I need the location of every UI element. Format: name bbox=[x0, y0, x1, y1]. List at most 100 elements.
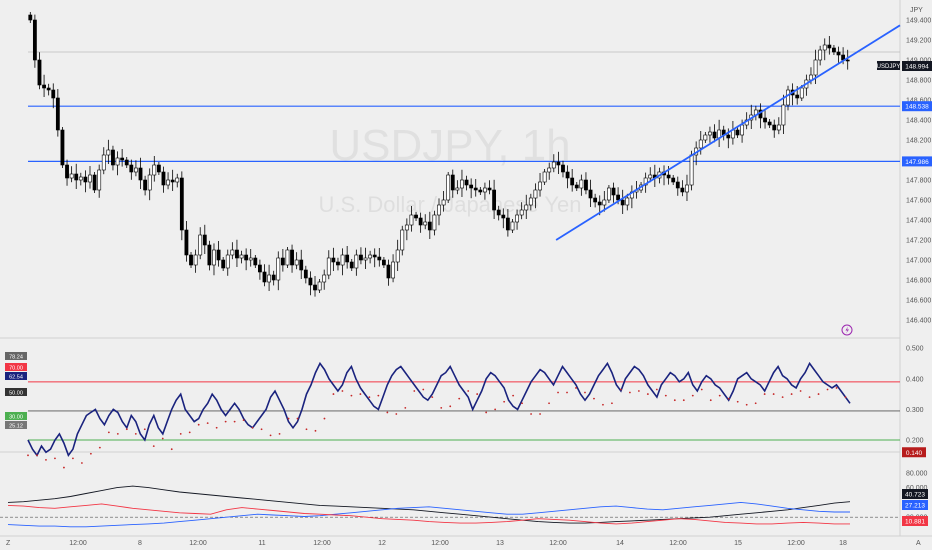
currency-label: JPY bbox=[910, 7, 923, 14]
candle-body bbox=[336, 261, 340, 266]
candle-body bbox=[538, 181, 542, 191]
price-tick-label: 146.400 bbox=[906, 318, 931, 325]
axes: 149.400149.200149.000148.800148.600148.4… bbox=[69, 18, 932, 547]
rsi-signal-dot bbox=[359, 393, 362, 395]
rsi-level-tag-text: 50.00 bbox=[9, 391, 23, 397]
candle-body bbox=[55, 97, 60, 131]
autoscale-button[interactable]: A bbox=[916, 540, 921, 547]
candle-body bbox=[616, 194, 621, 201]
rsi-signal-dot bbox=[440, 406, 443, 409]
time-tick-label: 8 bbox=[138, 540, 142, 547]
candle-body bbox=[432, 214, 437, 231]
candle-body bbox=[418, 217, 423, 226]
rsi-signal-dot bbox=[781, 396, 784, 399]
candle-body bbox=[303, 269, 308, 279]
candle-body bbox=[138, 167, 143, 181]
rsi-signal-dot bbox=[584, 391, 586, 394]
candle-body bbox=[547, 167, 552, 173]
candle-body bbox=[602, 199, 607, 206]
left-toolbar-label[interactable]: Z bbox=[6, 540, 11, 547]
candle-body bbox=[597, 201, 602, 206]
candle-body bbox=[345, 254, 350, 263]
lightning-icon[interactable] bbox=[841, 324, 853, 336]
candle-body bbox=[65, 164, 69, 179]
candle-body bbox=[124, 159, 129, 166]
price-tick-label: 149.200 bbox=[906, 38, 931, 45]
candle-body bbox=[97, 169, 102, 191]
rsi-signal-dot bbox=[727, 397, 730, 400]
rsi-level-tag bbox=[5, 421, 27, 429]
candle-body bbox=[813, 59, 818, 76]
candle-body bbox=[386, 264, 391, 279]
candle-body bbox=[363, 257, 368, 261]
rsi-signal-dot bbox=[718, 394, 721, 397]
candle-body bbox=[414, 214, 418, 219]
time-tick-label: 15 bbox=[734, 540, 742, 547]
candle-body bbox=[487, 187, 492, 191]
candle-body bbox=[524, 204, 529, 211]
candle-body bbox=[584, 179, 588, 191]
candle-body bbox=[216, 249, 221, 261]
candle-body bbox=[708, 131, 712, 136]
candle-body bbox=[225, 254, 230, 269]
rsi-signal-dot bbox=[98, 446, 101, 449]
candle-body bbox=[106, 149, 111, 156]
candle-body bbox=[115, 157, 120, 166]
time-tick-label: 13 bbox=[496, 540, 504, 547]
rsi-signal-dot bbox=[422, 388, 425, 391]
candle-body bbox=[129, 164, 134, 173]
time-tick-label: 12:00 bbox=[69, 540, 87, 547]
candle-body bbox=[235, 249, 239, 259]
dmi-pane[interactable] bbox=[0, 485, 900, 528]
rsi-signal-dot bbox=[602, 403, 604, 406]
rsi-tick-label: 0.400 bbox=[906, 376, 924, 383]
candle-body bbox=[244, 254, 249, 261]
rsi-signal-dot bbox=[458, 397, 461, 400]
time-tick-label: 18 bbox=[839, 540, 847, 547]
candle-body bbox=[469, 184, 474, 189]
rsi-signal-dot bbox=[224, 420, 227, 423]
candle-body bbox=[184, 229, 189, 256]
candle-body bbox=[253, 257, 258, 266]
rsi-level-tag-text: 78.24 bbox=[9, 355, 23, 361]
candle-body bbox=[359, 254, 363, 261]
price-tick-label: 147.800 bbox=[906, 178, 931, 185]
candle-body bbox=[317, 281, 322, 291]
rsi-signal-dot bbox=[539, 413, 541, 415]
rsi-signal-dot bbox=[485, 411, 488, 414]
candle-body bbox=[161, 171, 166, 186]
candle-body bbox=[588, 189, 593, 199]
rsi-signal-dot bbox=[323, 417, 326, 420]
candle-body bbox=[221, 259, 226, 269]
rsi-level-tag bbox=[5, 352, 27, 360]
rsi-level-tag-text: 70.00 bbox=[9, 366, 23, 372]
dmi-tick-label: 80.000 bbox=[906, 470, 928, 477]
rsi-signal-dot bbox=[63, 466, 65, 469]
rsi-signal-dot bbox=[45, 459, 47, 461]
rsi-signal-dot bbox=[36, 454, 38, 457]
candle-body bbox=[698, 139, 703, 149]
candle-body bbox=[574, 184, 579, 189]
rsi-level-tag-text: 30.00 bbox=[9, 415, 23, 421]
main-pane[interactable] bbox=[28, 12, 901, 297]
rsi-pane[interactable]: 78.24 70.00 62.54 50.00 30.00 25.12 bbox=[5, 352, 900, 469]
rsi-signal-dot bbox=[530, 413, 532, 415]
rsi-signal-dot bbox=[799, 390, 802, 392]
rsi-signal-dot bbox=[152, 445, 155, 448]
candle-body bbox=[607, 187, 611, 201]
trendline bbox=[555, 24, 901, 241]
rsi-signal-dot bbox=[575, 387, 577, 389]
candle-body bbox=[528, 197, 533, 206]
candle-body bbox=[675, 181, 680, 189]
candle-body bbox=[437, 204, 441, 216]
rsi-signal-dot bbox=[242, 419, 245, 421]
candle-body bbox=[427, 221, 432, 231]
candle-body bbox=[391, 261, 395, 279]
rsi-signal-dot bbox=[691, 394, 694, 397]
candle-body bbox=[455, 187, 460, 191]
rsi-signal-dot bbox=[206, 422, 209, 425]
time-tick-label: 11 bbox=[258, 540, 265, 547]
candle-body bbox=[786, 89, 790, 106]
candle-body bbox=[267, 274, 271, 283]
